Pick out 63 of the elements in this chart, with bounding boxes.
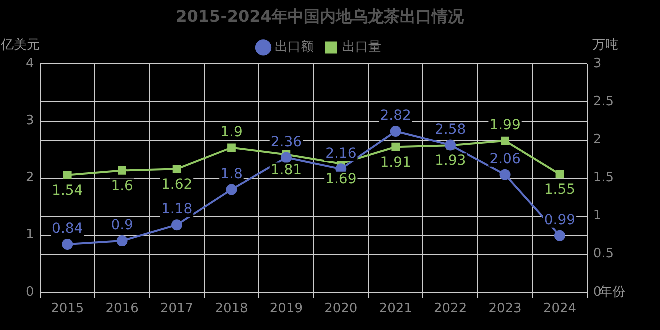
data-label: 1.18 — [161, 202, 193, 218]
data-label: 1.69 — [326, 171, 357, 188]
data-label: 2.36 — [270, 134, 302, 150]
point — [116, 236, 128, 247]
legend-label: 出口量 — [342, 40, 382, 56]
legend-label: 出口额 — [275, 40, 314, 56]
data-label: 1.62 — [161, 176, 193, 193]
data-label: 1.91 — [380, 154, 412, 171]
point — [280, 152, 292, 164]
y2-tick-label: 1 — [593, 208, 602, 224]
y-tick-label: 3 — [26, 114, 34, 129]
y-tick-label: 2 — [26, 170, 34, 186]
y2-axis-title: 万吨 — [592, 38, 618, 54]
y2-tick-label: 2.5 — [593, 94, 614, 110]
data-label: 1.9 — [220, 124, 243, 141]
point — [228, 144, 236, 152]
x-tick-label: 2023 — [488, 302, 522, 317]
data-label: 1.6 — [111, 178, 134, 194]
x-tick-label: 2021 — [379, 302, 412, 317]
point — [172, 164, 182, 174]
data-label: 0.84 — [52, 221, 84, 238]
point — [392, 142, 400, 152]
y2-tick-label: 2 — [593, 132, 602, 148]
y-tick-label: 4 — [26, 56, 34, 72]
point — [390, 126, 402, 138]
point — [500, 169, 511, 180]
point — [226, 184, 238, 196]
y2-tick-label: 1.5 — [593, 170, 614, 186]
x-tick-label: 2024 — [543, 302, 577, 317]
point — [554, 230, 566, 242]
data-label: 2.06 — [490, 152, 521, 168]
x-tick-label: 2018 — [215, 302, 248, 317]
data-label: 1.55 — [544, 182, 576, 198]
x-tick-label: 2020 — [324, 302, 358, 317]
data-label: 2.58 — [434, 122, 466, 138]
x-tick-label: 2017 — [160, 302, 194, 317]
x-tick-label: 2019 — [270, 302, 303, 317]
data-label: 0.99 — [544, 212, 576, 229]
y2-tick-label: 0 — [593, 284, 602, 300]
data-label: 1.99 — [490, 118, 521, 134]
data-label: 1.54 — [52, 182, 84, 199]
data-label: 0.9 — [111, 218, 134, 234]
y-axis-title: 亿美元 — [0, 37, 40, 54]
point — [62, 238, 74, 250]
y-tick-label: 0 — [26, 284, 34, 300]
y2-tick-label: 0.5 — [593, 246, 614, 262]
point — [556, 170, 564, 179]
point — [118, 166, 127, 175]
x-axis-title: 年份 — [599, 284, 626, 300]
y2-tick-label: 3 — [593, 56, 602, 72]
point — [501, 136, 510, 146]
data-label: 1.93 — [434, 153, 466, 170]
chart-title: 2015-2024年中国内地乌龙茶出口情况 — [176, 6, 465, 26]
x-tick-label: 2015 — [51, 302, 84, 317]
y-tick-label: 1 — [26, 228, 34, 243]
data-label: 2.16 — [326, 146, 357, 162]
data-label: 2.82 — [380, 108, 412, 124]
data-label: 1.8 — [220, 166, 243, 182]
data-label: 1.81 — [270, 162, 302, 178]
x-tick-label: 2016 — [106, 302, 139, 317]
x-tick-label: 2022 — [434, 302, 468, 317]
point — [172, 220, 183, 231]
point — [63, 171, 72, 180]
